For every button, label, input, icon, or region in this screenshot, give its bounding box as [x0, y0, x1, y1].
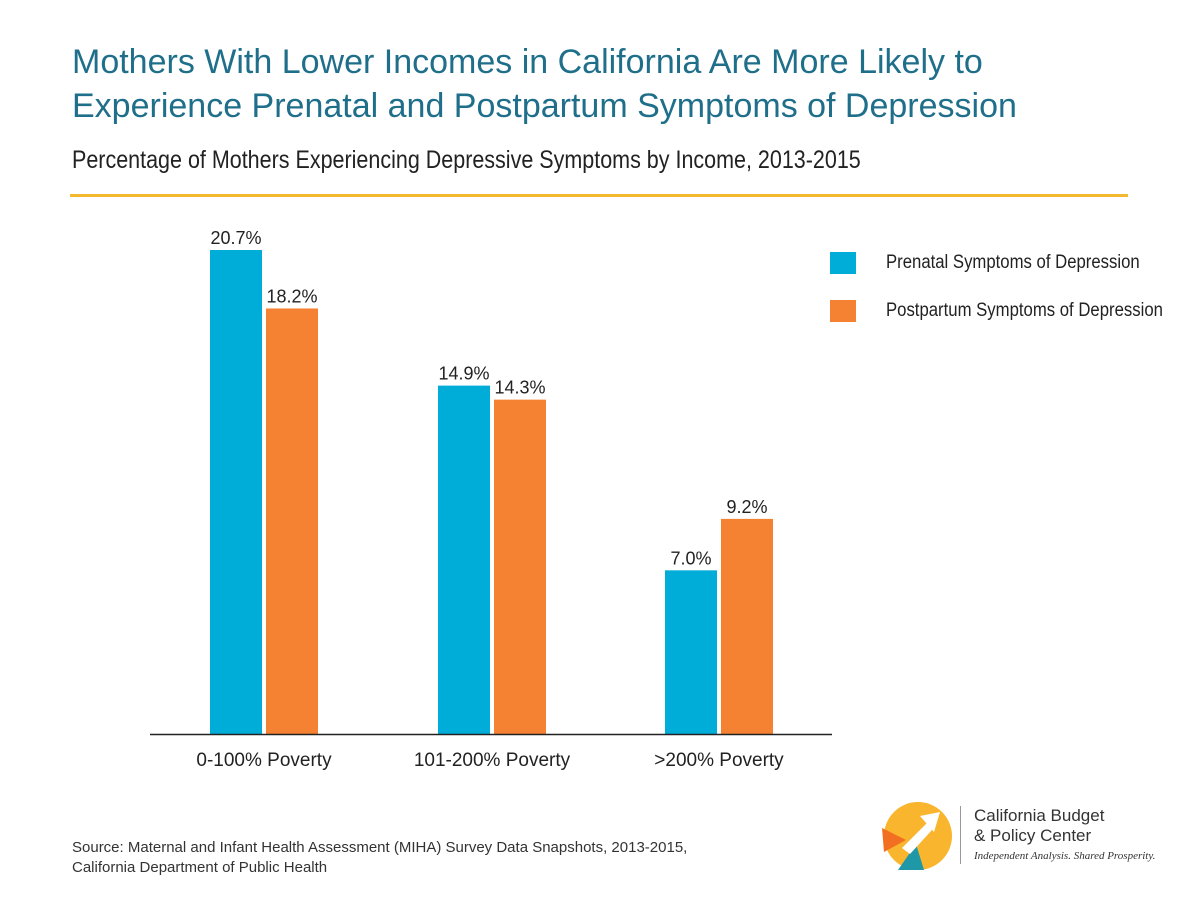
logo-name: California Budget & Policy Center	[974, 806, 1104, 846]
logo-mark-icon	[882, 802, 952, 870]
legend-item-postpartum: Postpartum Symptoms of Depression	[830, 296, 1200, 326]
data-label-postpartum-101-200-poverty: 14.3%	[494, 378, 545, 398]
data-label-postpartum-200-poverty: 9.2%	[726, 497, 767, 517]
legend-item-prenatal: Prenatal Symptoms of Depression	[830, 248, 1200, 278]
legend-label-postpartum: Postpartum Symptoms of Depression	[886, 300, 1163, 321]
source-line-2: California Department of Public Health	[72, 859, 328, 876]
data-label-prenatal-200-poverty: 7.0%	[670, 548, 711, 568]
x-tick-label-101-200-poverty: 101-200% Poverty	[414, 750, 571, 771]
source-note: Source: Maternal and Infant Health Asses…	[72, 838, 792, 878]
legend-swatch-postpartum	[830, 300, 856, 322]
chart-title: Mothers With Lower Incomes in California…	[72, 40, 1172, 128]
legend-swatch-prenatal	[830, 252, 856, 274]
chart-title-line-1: Mothers With Lower Incomes in California…	[72, 43, 983, 81]
x-tick-label-200-poverty: >200% Poverty	[654, 750, 784, 771]
bar-prenatal-0-100-poverty	[210, 250, 262, 734]
title-divider-rule	[70, 194, 1128, 197]
data-label-prenatal-101-200-poverty: 14.9%	[438, 364, 489, 384]
data-label-prenatal-0-100-poverty: 20.7%	[210, 228, 261, 248]
bar-prenatal-200-poverty	[665, 570, 717, 734]
chart-subtitle: Percentage of Mothers Experiencing Depre…	[72, 146, 861, 174]
logo-name-line-2: & Policy Center	[974, 826, 1092, 845]
bar-prenatal-101-200-poverty	[438, 385, 490, 734]
bar-postpartum-0-100-poverty	[266, 308, 318, 734]
bar-postpartum-101-200-poverty	[494, 399, 546, 734]
legend: Prenatal Symptoms of Depression Postpart…	[830, 248, 1200, 344]
legend-label-prenatal: Prenatal Symptoms of Depression	[886, 252, 1140, 273]
logo-divider	[960, 806, 961, 864]
chart-title-line-2: Experience Prenatal and Postpartum Sympt…	[72, 87, 1017, 125]
organization-logo: California Budget & Policy Center Indepe…	[876, 800, 1176, 880]
data-label-postpartum-0-100-poverty: 18.2%	[266, 286, 317, 306]
x-tick-label-0-100-poverty: 0-100% Poverty	[196, 750, 332, 771]
source-line-1: Source: Maternal and Infant Health Asses…	[72, 839, 688, 856]
logo-name-line-1: California Budget	[974, 806, 1105, 825]
bar-postpartum-200-poverty	[721, 518, 773, 734]
logo-tagline: Independent Analysis. Shared Prosperity.	[974, 850, 1156, 862]
